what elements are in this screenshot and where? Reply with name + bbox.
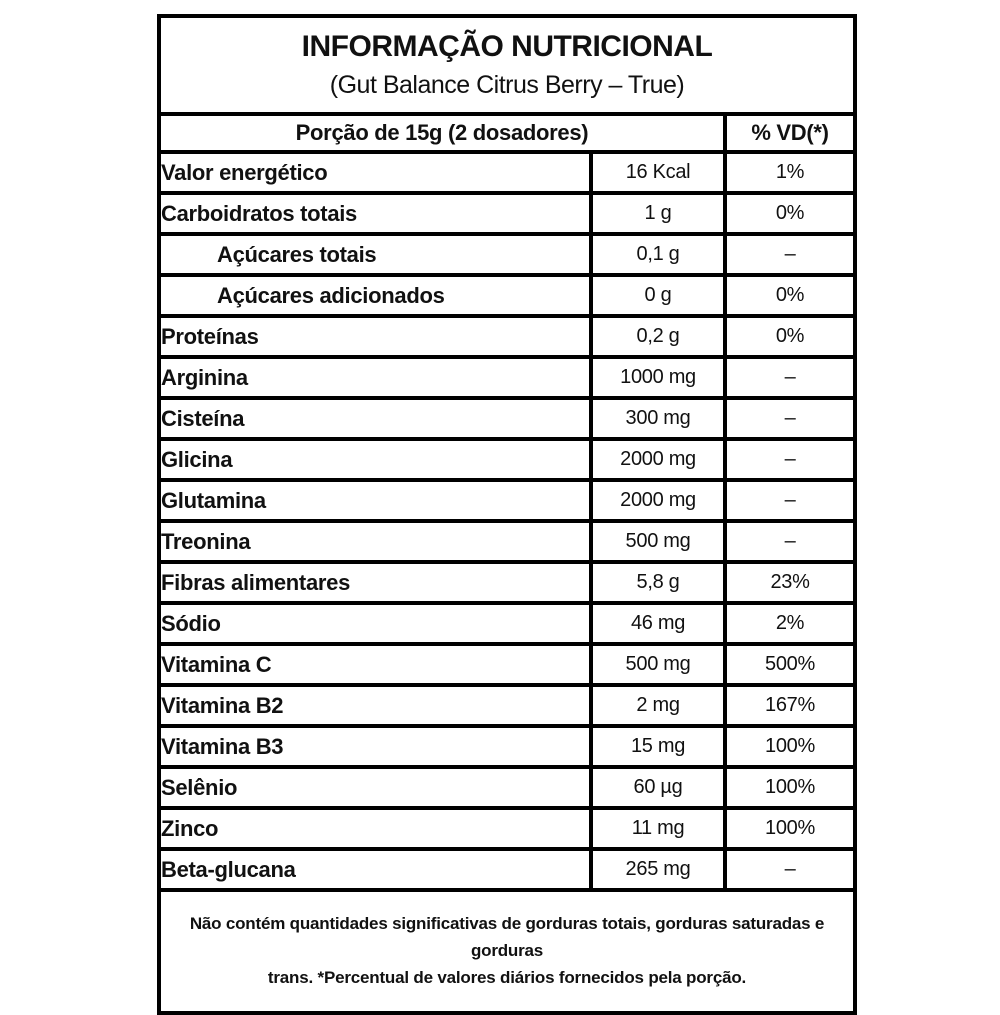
table-row: Sódio 46 mg 2% — [159, 601, 856, 646]
nutrient-vd-cell: 167% — [723, 683, 856, 728]
nutrient-vd-cell: – — [723, 355, 856, 400]
table-row: Proteínas 0,2 g 0% — [159, 314, 856, 359]
nutrient-amount-cell: 2000 mg — [588, 478, 728, 523]
nutrient-name-cell: Vitamina B2 — [159, 683, 593, 728]
table-row: Arginina 1000 mg – — [159, 355, 856, 400]
table-row: Fibras alimentares 5,8 g 23% — [159, 560, 856, 605]
footnote: Não contém quantidades significativas de… — [161, 888, 853, 1011]
nutrient-name-cell: Valor energético — [159, 150, 593, 195]
nutrient-vd-cell: 2% — [723, 601, 856, 646]
nutrient-name-cell: Açúcares totais — [159, 232, 593, 277]
table-row: Açúcares totais 0,1 g – — [159, 232, 856, 277]
nutrient-vd-cell: 0% — [723, 273, 856, 318]
nutrient-name-cell: Vitamina B3 — [159, 724, 593, 769]
nutrient-amount-cell: 1000 mg — [588, 355, 728, 400]
nutrient-vd-cell: – — [723, 519, 856, 564]
nutrient-name-cell: Carboidratos totais — [159, 191, 593, 236]
nutrient-vd-cell: 500% — [723, 642, 856, 687]
nutrient-amount-cell: 300 mg — [588, 396, 728, 441]
nutrient-name-cell: Fibras alimentares — [159, 560, 593, 605]
nutrient-amount-cell: 15 mg — [588, 724, 728, 769]
nutrient-vd-cell: – — [723, 478, 856, 523]
vd-header-cell: % VD(*) — [723, 114, 856, 154]
nutrient-amount-cell: 2 mg — [588, 683, 728, 728]
nutrient-vd-cell: 100% — [723, 724, 856, 769]
table-row: Carboidratos totais 1 g 0% — [159, 191, 856, 236]
table-title: INFORMAÇÃO NUTRICIONAL — [301, 30, 713, 63]
nutrient-name-cell: Glicina — [159, 437, 593, 482]
nutrition-table: Porção de 15g (2 dosadores) % VD(*) Valo… — [158, 114, 856, 890]
nutrient-name-cell: Zinco — [159, 806, 593, 851]
title-block: INFORMAÇÃO NUTRICIONAL (Gut Balance Citr… — [161, 18, 853, 116]
nutrient-amount-cell: 11 mg — [588, 806, 728, 851]
nutrient-name-cell: Glutamina — [159, 478, 593, 523]
nutrient-name-cell: Arginina — [159, 355, 593, 400]
nutrient-vd-cell: 1% — [723, 150, 856, 195]
nutrient-name-cell: Proteínas — [159, 314, 593, 359]
table-row: Selênio 60 µg 100% — [159, 765, 856, 810]
nutrient-amount-cell: 0 g — [588, 273, 728, 318]
table-row: Cisteína 300 mg – — [159, 396, 856, 441]
nutrient-vd-cell: 100% — [723, 806, 856, 851]
nutrient-name-cell: Selênio — [159, 765, 593, 810]
nutrient-amount-cell: 1 g — [588, 191, 728, 236]
table-row: Vitamina B3 15 mg 100% — [159, 724, 856, 769]
nutrient-name-cell: Sódio — [159, 601, 593, 646]
table-row: Treonina 500 mg – — [159, 519, 856, 564]
nutrient-amount-cell: 265 mg — [588, 847, 728, 890]
nutrient-amount-cell: 46 mg — [588, 601, 728, 646]
nutrient-amount-cell: 5,8 g — [588, 560, 728, 605]
nutrient-amount-cell: 2000 mg — [588, 437, 728, 482]
table-subtitle: (Gut Balance Citrus Berry – True) — [329, 71, 685, 99]
nutrient-name-cell: Treonina — [159, 519, 593, 564]
nutrient-vd-cell: – — [723, 232, 856, 277]
nutrient-vd-cell: 0% — [723, 191, 856, 236]
nutrient-amount-cell: 0,2 g — [588, 314, 728, 359]
nutrient-amount-cell: 500 mg — [588, 519, 728, 564]
nutrient-vd-cell: 0% — [723, 314, 856, 359]
nutrient-amount-cell: 16 Kcal — [588, 150, 728, 195]
table-row: Glutamina 2000 mg – — [159, 478, 856, 523]
table-row: Valor energético 16 Kcal 1% — [159, 150, 856, 195]
table-row: Glicina 2000 mg – — [159, 437, 856, 482]
nutrient-name-cell: Beta-glucana — [159, 847, 593, 890]
nutrition-facts-panel: INFORMAÇÃO NUTRICIONAL (Gut Balance Citr… — [157, 14, 857, 1015]
table-row: Vitamina B2 2 mg 167% — [159, 683, 856, 728]
nutrient-name-cell: Cisteína — [159, 396, 593, 441]
nutrient-name-cell: Açúcares adicionados — [159, 273, 593, 318]
nutrient-amount-cell: 60 µg — [588, 765, 728, 810]
nutrient-amount-cell: 0,1 g — [588, 232, 728, 277]
table-row: Açúcares adicionados 0 g 0% — [159, 273, 856, 318]
nutrient-vd-cell: – — [723, 396, 856, 441]
portion-header-cell: Porção de 15g (2 dosadores) — [158, 114, 728, 154]
nutrient-vd-cell: – — [723, 437, 856, 482]
nutrient-amount-cell: 500 mg — [588, 642, 728, 687]
footnote-line-2: trans. *Percentual de valores diários fo… — [267, 968, 747, 987]
nutrient-vd-cell: – — [723, 847, 856, 890]
table-row: Vitamina C 500 mg 500% — [159, 642, 856, 687]
table-header-row: Porção de 15g (2 dosadores) % VD(*) — [158, 114, 856, 154]
nutrient-vd-cell: 23% — [723, 560, 856, 605]
table-row: Beta-glucana 265 mg – — [159, 847, 856, 890]
table-row: Zinco 11 mg 100% — [159, 806, 856, 851]
nutrient-name-cell: Vitamina C — [159, 642, 593, 687]
nutrient-vd-cell: 100% — [723, 765, 856, 810]
footnote-line-1: Não contém quantidades significativas de… — [189, 914, 825, 960]
